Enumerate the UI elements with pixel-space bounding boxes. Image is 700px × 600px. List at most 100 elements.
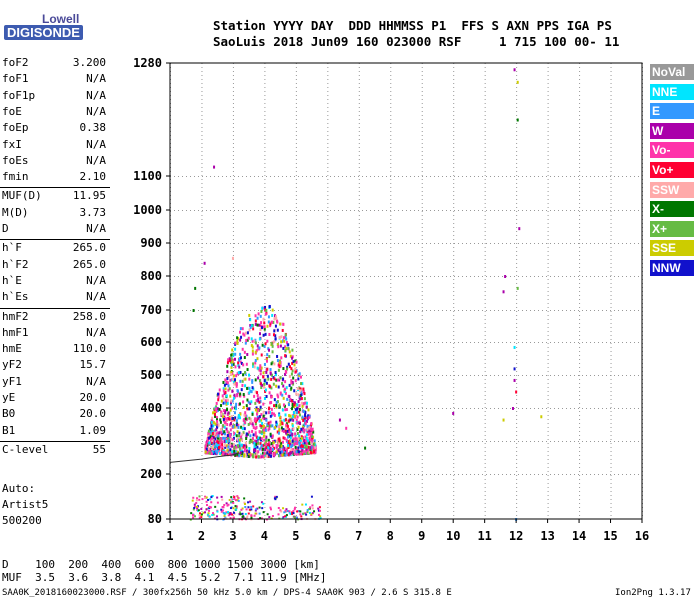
echo-point xyxy=(239,394,242,398)
echo-point xyxy=(280,419,283,423)
grid-dot xyxy=(579,239,581,240)
echo-point xyxy=(260,353,263,357)
echo-point xyxy=(276,343,279,347)
grid-dot xyxy=(484,475,486,476)
grid-dot xyxy=(453,187,455,188)
grid-dot xyxy=(578,310,579,311)
grid-dot xyxy=(194,243,195,244)
param-separator xyxy=(0,440,110,442)
echo-point xyxy=(291,511,294,514)
echo-point xyxy=(250,390,253,394)
echo-point xyxy=(270,395,273,399)
grid-dot xyxy=(201,131,203,132)
grid-dot xyxy=(358,87,360,88)
grid-dot xyxy=(298,176,299,177)
grid-dot xyxy=(534,210,535,211)
grid-dot xyxy=(516,67,518,68)
grid-dot xyxy=(522,243,523,244)
echo-point xyxy=(278,361,281,365)
param-value: 20.0 xyxy=(79,407,107,421)
grid-dot xyxy=(390,315,392,316)
grid-dot xyxy=(516,191,518,192)
grid-dot xyxy=(342,474,343,475)
grid-dot xyxy=(434,210,435,211)
echo-point xyxy=(270,362,273,366)
grid-dot xyxy=(318,210,319,211)
grid-dot xyxy=(232,499,234,500)
grid-dot xyxy=(450,310,451,311)
grid-dot xyxy=(358,207,360,208)
grid-dot xyxy=(334,474,335,475)
grid-dot xyxy=(406,310,407,311)
grid-dot xyxy=(478,441,479,442)
grid-dot xyxy=(232,115,234,116)
grid-dot xyxy=(578,408,579,409)
grid-dot xyxy=(547,279,549,280)
echo-point xyxy=(291,439,294,443)
echo-point xyxy=(272,441,275,445)
echo-point xyxy=(268,441,271,445)
grid-dot xyxy=(484,323,486,324)
echo-point xyxy=(251,380,254,384)
grid-dot xyxy=(442,210,443,211)
grid-dot xyxy=(358,111,360,112)
grid-dot xyxy=(453,435,455,436)
grid-dot xyxy=(390,75,392,76)
grid-dot xyxy=(295,395,297,396)
grid-dot xyxy=(547,247,549,248)
grid-dot xyxy=(421,371,423,372)
grid-dot xyxy=(622,441,623,442)
grid-dot xyxy=(330,375,331,376)
echo-point xyxy=(224,419,227,423)
echo-point xyxy=(251,422,254,426)
grid-dot xyxy=(484,447,486,448)
grid-dot xyxy=(610,243,612,244)
echo-point xyxy=(256,418,259,422)
echo-point xyxy=(287,419,290,423)
grid-dot xyxy=(579,495,581,496)
grid-dot xyxy=(453,171,455,172)
grid-dot xyxy=(410,310,411,311)
grid-dot xyxy=(516,71,518,72)
grid-dot xyxy=(346,408,347,409)
echo-point xyxy=(276,320,279,324)
echo-point xyxy=(208,436,211,440)
grid-dot xyxy=(327,395,329,396)
echo-point xyxy=(269,401,272,405)
echo-point xyxy=(288,428,291,432)
grid-dot xyxy=(201,367,203,368)
grid-dot xyxy=(201,187,203,188)
echo-point xyxy=(292,376,295,380)
grid-dot xyxy=(502,243,503,244)
grid-dot xyxy=(554,276,555,277)
grid-dot xyxy=(282,375,283,376)
grid-dot xyxy=(274,375,275,376)
grid-dot xyxy=(295,347,297,348)
echo-point xyxy=(253,441,256,445)
grid-dot xyxy=(358,187,360,188)
grid-dot xyxy=(338,276,339,277)
grid-dot xyxy=(358,415,360,416)
grid-dot xyxy=(232,335,234,336)
echo-point xyxy=(289,436,292,440)
echo-point xyxy=(243,454,246,458)
grid-dot xyxy=(453,271,455,272)
grid-dot xyxy=(358,474,359,475)
grid-dot xyxy=(210,342,211,343)
echo-point xyxy=(261,447,264,451)
grid-dot xyxy=(546,474,547,475)
grid-dot xyxy=(610,143,612,144)
echo-point xyxy=(308,450,311,454)
grid-dot xyxy=(494,276,495,277)
grid-dot xyxy=(264,235,266,236)
grid-dot xyxy=(264,463,266,464)
grid-dot xyxy=(610,183,612,184)
grid-dot xyxy=(516,499,518,500)
grid-dot xyxy=(338,310,339,311)
echo-point xyxy=(211,428,214,432)
grid-dot xyxy=(232,91,234,92)
grid-dot xyxy=(358,195,360,196)
grid-dot xyxy=(610,83,612,84)
grid-dot xyxy=(327,119,329,120)
grid-dot xyxy=(390,255,392,256)
